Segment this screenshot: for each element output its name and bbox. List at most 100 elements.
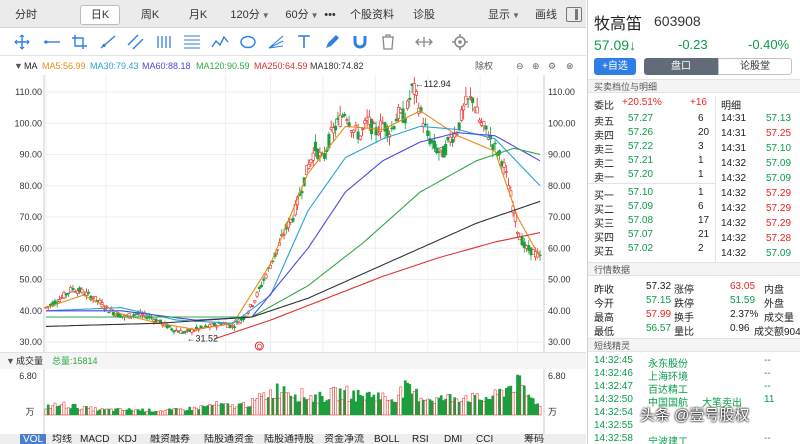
tab-monthly-k[interactable]: 月K xyxy=(178,5,218,25)
price-tick-left: 80.00 xyxy=(19,181,42,191)
bid-price[interactable]: 57.08 xyxy=(628,215,654,226)
candle-body xyxy=(484,125,488,130)
volume-bar xyxy=(76,408,79,416)
horizontal-line-icon[interactable] xyxy=(42,33,62,51)
news-stock[interactable]: 上海环境 xyxy=(648,372,688,383)
ask-price[interactable]: 57.20 xyxy=(628,169,654,180)
fibonacci-icon[interactable] xyxy=(182,33,202,51)
volume-bar xyxy=(177,408,180,416)
forum-tab[interactable]: 论股堂 xyxy=(718,58,792,75)
volume-unit-left: 万 xyxy=(25,407,34,417)
pen-icon[interactable] xyxy=(322,33,342,51)
volume-bar xyxy=(352,390,355,416)
candle-body xyxy=(71,288,75,291)
tab-ma[interactable]: 均线 xyxy=(52,434,72,444)
text-tool-icon[interactable] xyxy=(294,33,314,51)
display-menu[interactable]: 显示 ▼ xyxy=(482,5,526,25)
vertical-bars-icon[interactable] xyxy=(154,33,174,51)
volume-bar xyxy=(536,403,540,416)
collapse-icon[interactable]: ▼ xyxy=(6,356,15,366)
news-stock[interactable]: 中国国航 xyxy=(648,398,688,409)
kline-chart[interactable]: 110.00 110.00 100.00 100.00 90.00 90.00 80.00 8… xyxy=(0,75,586,434)
tab-connect-hold[interactable]: 陆股通持股 xyxy=(264,434,314,444)
candle-body xyxy=(264,274,268,279)
tab-60min[interactable]: 60分 ▼ xyxy=(282,5,322,25)
tab-dmi[interactable]: DMI xyxy=(444,434,463,444)
volume-bar xyxy=(73,403,77,416)
volume-bar xyxy=(174,408,178,416)
candle-body xyxy=(372,122,376,125)
candle-body xyxy=(291,217,295,222)
ask-price[interactable]: 57.22 xyxy=(628,141,654,152)
magnet-icon[interactable] xyxy=(350,33,370,51)
expand-horizontal-icon[interactable] xyxy=(414,33,434,51)
sidebar-toggle-icon[interactable] xyxy=(566,7,582,22)
event-marker-label: Q xyxy=(257,344,263,351)
volume-bar xyxy=(448,394,452,416)
tab-daily-k[interactable]: 日K xyxy=(80,5,120,25)
tab-cci[interactable]: CCI xyxy=(476,434,494,444)
volume-bar xyxy=(334,387,338,416)
tab-stock-profile[interactable]: 个股资料 xyxy=(344,5,400,25)
tab-netflow[interactable]: 资金净流 xyxy=(324,434,364,444)
volume-bar xyxy=(163,410,167,416)
tab-macd[interactable]: MACD xyxy=(80,434,110,444)
ask-price[interactable]: 57.26 xyxy=(628,127,654,138)
collapse-icon[interactable]: ▼ xyxy=(14,61,23,71)
event-marker-icon[interactable] xyxy=(254,341,264,351)
tab-weekly-k[interactable]: 周K xyxy=(130,5,170,25)
trash-icon[interactable] xyxy=(378,33,398,51)
open-value: 57.15 xyxy=(646,295,672,306)
adjust-mode[interactable]: 除权 xyxy=(475,61,494,71)
volume-bar xyxy=(94,407,97,416)
news-stock[interactable]: 宁波建工 xyxy=(648,437,688,444)
plus-icon[interactable]: ⊕ xyxy=(532,61,540,71)
gann-fan-icon[interactable] xyxy=(266,33,286,51)
tab-diagnosis[interactable]: 诊股 xyxy=(404,5,444,25)
candle-body xyxy=(309,159,313,164)
crosshair-icon[interactable] xyxy=(12,33,32,51)
price-tick-right: 40.00 xyxy=(548,306,571,316)
parallel-lines-icon[interactable] xyxy=(126,33,146,51)
news-stock[interactable]: 永东股份 xyxy=(648,359,688,370)
handicap-tab[interactable]: 盘口 xyxy=(644,58,718,75)
tab-connect-flow[interactable]: 陆股通资金 xyxy=(204,434,254,444)
volume-bar xyxy=(424,400,427,416)
bid-price[interactable]: 57.10 xyxy=(628,187,654,198)
ask-price[interactable]: 57.27 xyxy=(628,113,654,124)
news-tag: 大笔卖出 xyxy=(702,398,742,409)
settings-icon[interactable] xyxy=(450,33,470,51)
minus-icon[interactable]: ⊖ xyxy=(516,61,524,71)
bid-price[interactable]: 57.07 xyxy=(628,229,654,240)
bid-price[interactable]: 57.02 xyxy=(628,243,654,254)
volume-bar xyxy=(442,400,445,416)
wave-line-icon[interactable] xyxy=(210,33,230,51)
add-watchlist-button[interactable]: +自选 xyxy=(594,58,636,75)
ask-price[interactable]: 57.21 xyxy=(628,155,654,166)
tab-rsi[interactable]: RSI xyxy=(412,434,429,444)
price-tick-right: 60.00 xyxy=(548,243,571,253)
volume-bar xyxy=(291,397,295,416)
tab-120min[interactable]: 120分 ▼ xyxy=(228,5,272,25)
bid-price[interactable]: 57.09 xyxy=(628,201,654,212)
drawing-menu[interactable]: 画线 xyxy=(530,5,562,25)
crop-icon[interactable] xyxy=(70,33,90,51)
tick-price: 57.29 xyxy=(766,218,792,229)
ray-line-icon[interactable] xyxy=(98,33,118,51)
volume-bar xyxy=(132,410,135,416)
volume-bar xyxy=(525,395,528,416)
tab-chips[interactable]: 筹码 xyxy=(524,434,544,444)
tab-vol[interactable]: VOL xyxy=(20,434,47,444)
ellipse-icon[interactable] xyxy=(238,33,258,51)
tab-intraday[interactable]: 分时 xyxy=(6,5,46,25)
more-periods-button[interactable]: ••• xyxy=(318,5,342,25)
tab-margin[interactable]: 融资融券 xyxy=(150,434,190,444)
tab-boll[interactable]: BOLL xyxy=(374,434,400,444)
candle-body xyxy=(462,105,466,111)
news-stock[interactable]: 百达精工 xyxy=(648,385,688,396)
volume-bar xyxy=(228,406,232,416)
close-icon[interactable]: ⊗ xyxy=(566,61,574,71)
settings-icon[interactable]: ⚙ xyxy=(548,61,557,71)
ma250-value: MA250:64.59 xyxy=(254,61,308,71)
tab-kdj[interactable]: KDJ xyxy=(118,434,137,444)
